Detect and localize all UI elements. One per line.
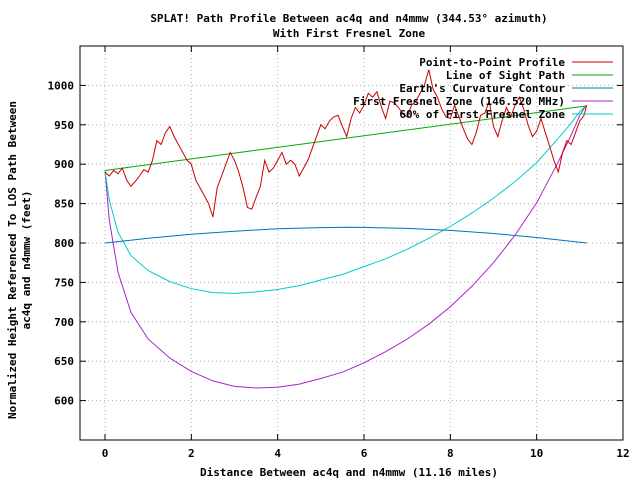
legend-label: Earth's Curvature Contour: [399, 82, 565, 95]
legend-label: Point-to-Point Profile: [419, 56, 565, 69]
y-tick-label: 1000: [48, 79, 75, 92]
legend-label: First Fresnel Zone (146.520 MHz): [353, 95, 565, 108]
x-tick-label: 8: [447, 447, 454, 460]
x-tick-label: 12: [616, 447, 629, 460]
y-tick-label: 600: [54, 395, 74, 408]
profile-line: [104, 69, 588, 218]
y-axis-label-line2: ac4q and n4mmw (feet): [20, 190, 33, 329]
data-series: [104, 69, 588, 389]
los-line: [104, 105, 587, 171]
y-tick-label: 700: [54, 316, 74, 329]
y-tick-label: 950: [54, 119, 74, 132]
y-tick-label: 850: [54, 198, 74, 211]
fresnel-line: [104, 105, 588, 389]
legend-label: 60% of First Fresnel Zone: [399, 108, 565, 121]
legend-label: Line of Sight Path: [446, 69, 565, 82]
x-tick-label: 10: [530, 447, 543, 460]
x-tick-label: 0: [102, 447, 109, 460]
y-tick-label: 900: [54, 158, 74, 171]
x-axis-label: Distance Between ac4q and n4mmw (11.16 m…: [200, 466, 498, 479]
x-tick-label: 6: [361, 447, 368, 460]
chart-title: SPLAT! Path Profile Between ac4q and n4m…: [150, 12, 547, 25]
x-tick-label: 4: [274, 447, 281, 460]
y-tick-label: 800: [54, 237, 74, 250]
y-tick-label: 750: [54, 276, 74, 289]
y-tick-label: 650: [54, 355, 74, 368]
y-axis-label-line1: Normalized Height Referenced To LOS Path…: [6, 101, 19, 419]
fresnel60-line: [104, 105, 587, 294]
grid: [80, 46, 623, 440]
x-tick-label: 2: [188, 447, 195, 460]
axis-ticks: 0 2 4 6 8 10 12 600 650 700 750 800 850 900 950 1000: [48, 46, 630, 460]
chart-subtitle: With First Fresnel Zone: [273, 27, 426, 40]
curvature-line: [104, 226, 587, 244]
